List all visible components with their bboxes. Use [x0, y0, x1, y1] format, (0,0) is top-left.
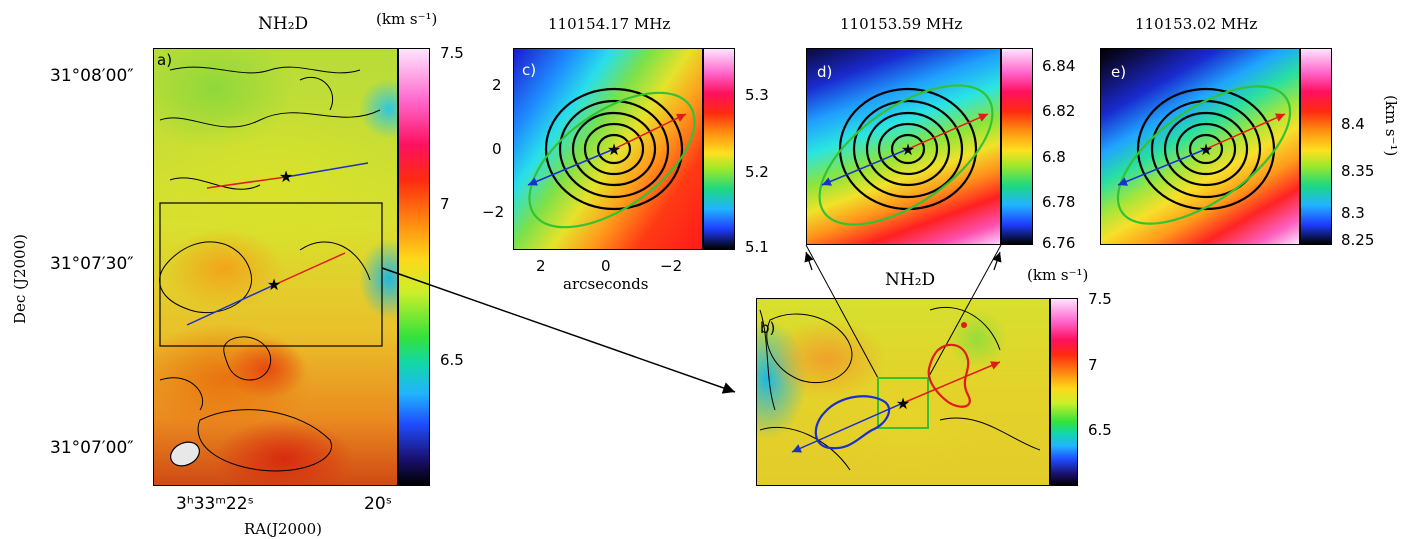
panel-a-dec-tick: 31°07′30″ [50, 254, 134, 274]
svg-text:★: ★ [1199, 140, 1213, 159]
panel-a-dec-tick: 31°07′00″ [50, 438, 134, 458]
panel-d-cbar-tick: 6.8 [1042, 148, 1066, 166]
panel-a-xlabel: RA(J2000) [244, 520, 323, 538]
panel-c-xtick: −2 [660, 257, 683, 275]
panel-a-outflow-red-2 [273, 252, 346, 286]
panel-b-cbar-tick: 7 [1088, 356, 1098, 374]
panel-c-cbar-tick: 5.1 [745, 238, 769, 256]
panel-d-label: d) [817, 63, 833, 81]
panel-a-ra-tick: 3ʰ33ᵐ22ˢ [176, 494, 254, 514]
panel-a-ra-tick: 20ˢ [364, 494, 392, 514]
panel-b-map: b) [756, 298, 1050, 486]
svg-text:★: ★ [607, 140, 621, 159]
panel-a-cbar-tick: 6.5 [440, 351, 464, 369]
panel-d-colorbar [1001, 48, 1033, 245]
panel-a-cbar-tick: 7.5 [440, 44, 464, 62]
zoom-arrow [381, 267, 736, 394]
panel-c-xtick: 2 [536, 257, 546, 275]
panel-d-cbar-tick: 6.82 [1042, 102, 1076, 120]
panel-a-zoom-box [159, 202, 383, 347]
panel-a-outflow-red-1 [206, 176, 287, 189]
panel-e-cbar-tick: 8.3 [1341, 204, 1365, 222]
panel-a-label: a) [157, 51, 173, 69]
panel-a-outflow-blue-1 [285, 162, 369, 178]
beam-ellipse [170, 441, 200, 467]
panel-c-cbar-tick: 5.2 [745, 163, 769, 181]
panel-b-cbar-tick: 6.5 [1088, 421, 1112, 439]
panel-d-title: 110153.59 MHz [840, 15, 963, 33]
svg-text:★: ★ [896, 394, 910, 413]
panel-b-colorbar [1050, 298, 1078, 486]
panel-a-units: (km s⁻¹) [376, 10, 438, 28]
panel-a-title: NH₂D [258, 14, 309, 34]
panel-c-label: c) [522, 61, 537, 79]
panel-e-label: e) [1111, 63, 1127, 81]
panel-c-xlabel: arcseconds [563, 275, 649, 293]
panel-d-cbar-tick: 6.78 [1042, 193, 1076, 211]
panel-e-overlay: ★ [1116, 85, 1292, 225]
link-arrow-left [804, 251, 814, 271]
panel-a-contours [159, 66, 381, 472]
panel-c-ytick: 0 [492, 140, 502, 158]
panel-a-dec-tick: 31°08′00″ [50, 66, 134, 86]
panel-e-cbar-tick: 8.25 [1341, 231, 1375, 249]
panel-d-cbar-tick: 6.84 [1042, 57, 1076, 75]
panel-e-title: 110153.02 MHz [1135, 15, 1258, 33]
panel-d-overlay: ★ [818, 84, 994, 226]
panel-c-title: 110154.17 MHz [548, 15, 671, 33]
star-icon: ★ [279, 167, 293, 186]
link-arrow-right [992, 251, 1002, 271]
panel-a-cbar-tick: 7 [440, 195, 450, 213]
panel-c-colorbar [703, 48, 735, 250]
panel-b-title: NH₂D [885, 270, 936, 290]
panel-c-ytick: −2 [482, 203, 505, 221]
link-line-left [805, 244, 879, 379]
panel-c-cbar-tick: 5.3 [745, 86, 769, 104]
panel-c-xtick: 0 [601, 257, 611, 275]
star-icon: ★ [267, 275, 281, 294]
panel-e-cbar-tick: 8.4 [1341, 115, 1365, 133]
panel-b-cbar-tick: 7.5 [1088, 290, 1112, 308]
panel-c-overlay: ★ [527, 87, 696, 229]
panel-c-ytick: 2 [492, 76, 502, 94]
panel-d-cbar-tick: 6.76 [1042, 234, 1076, 252]
panel-b-units: (km s⁻¹) [1027, 266, 1089, 284]
panel-e-colorbar [1300, 48, 1332, 245]
panel-a-outflow-blue-2 [186, 284, 275, 326]
panel-e-cbar-tick: 8.35 [1341, 162, 1375, 180]
panel-a-colorbar [398, 48, 430, 486]
panel-b-overlay: ★ [759, 306, 1041, 471]
svg-text:★: ★ [901, 140, 915, 159]
